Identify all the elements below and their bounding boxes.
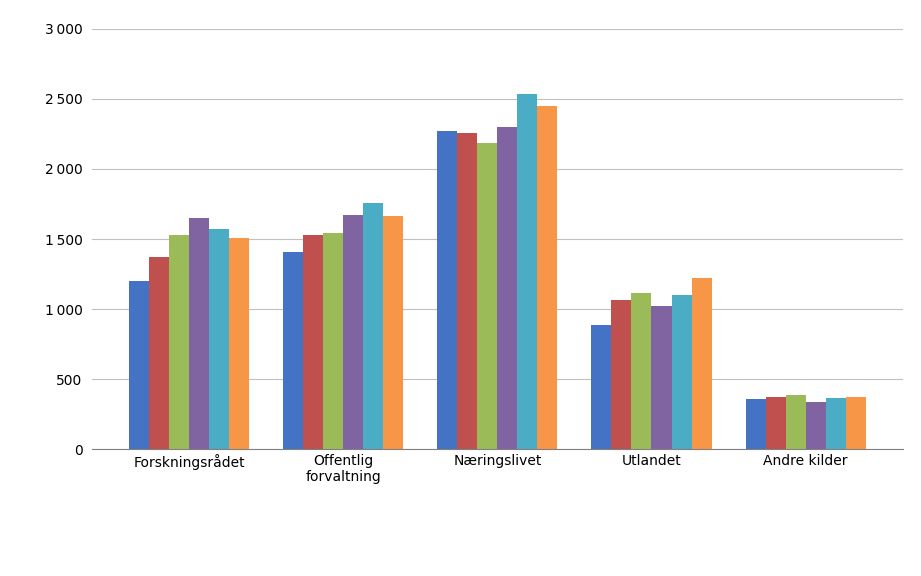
Bar: [344, 215, 363, 449]
Bar: [632, 293, 651, 449]
Bar: [303, 235, 323, 449]
Bar: [229, 238, 250, 449]
Bar: [497, 127, 518, 449]
Bar: [692, 278, 712, 449]
Bar: [845, 397, 866, 449]
Bar: [149, 257, 169, 449]
Bar: [437, 131, 457, 449]
Bar: [806, 401, 825, 449]
Bar: [189, 218, 209, 449]
Bar: [457, 133, 477, 449]
Bar: [363, 203, 383, 449]
Bar: [612, 300, 632, 449]
Legend: 2008, 2009, 2010, 2011, 2012, 2013: 2008, 2009, 2010, 2011, 2012, 2013: [274, 574, 721, 576]
Bar: [323, 233, 344, 449]
Bar: [477, 143, 497, 449]
Bar: [129, 281, 149, 449]
Bar: [383, 216, 403, 449]
Bar: [591, 324, 612, 449]
Bar: [765, 397, 786, 449]
Bar: [518, 94, 538, 449]
Bar: [745, 399, 765, 449]
Bar: [209, 229, 229, 449]
Bar: [651, 306, 671, 449]
Bar: [671, 295, 692, 449]
Bar: [283, 252, 303, 449]
Bar: [169, 235, 189, 449]
Bar: [786, 395, 806, 449]
Bar: [538, 106, 557, 449]
Bar: [825, 398, 845, 449]
